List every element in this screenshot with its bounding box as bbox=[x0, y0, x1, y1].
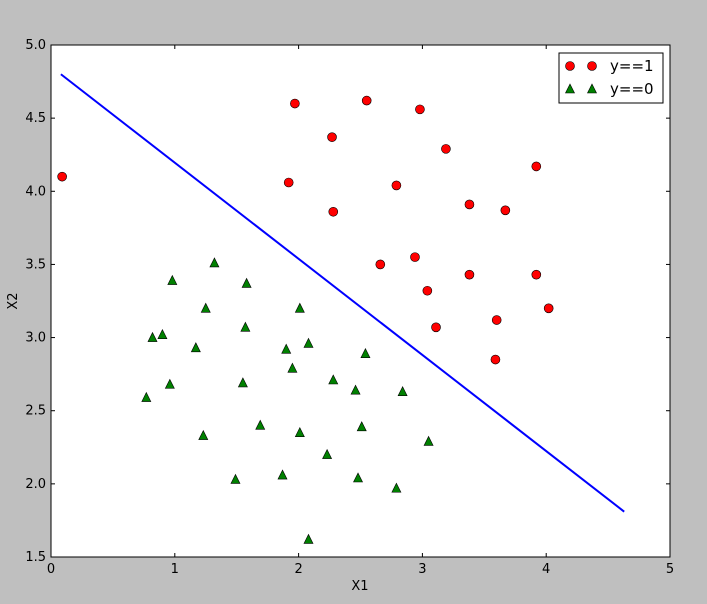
data-point-y0 bbox=[356, 421, 367, 432]
legend-marker bbox=[565, 83, 575, 94]
data-point-y1 bbox=[531, 269, 542, 280]
data-point-y0 bbox=[167, 274, 178, 285]
data-point-y0 bbox=[190, 342, 201, 353]
data-point-y0 bbox=[423, 435, 434, 446]
y-tick-label: 4.0 bbox=[25, 184, 46, 199]
data-point-y0 bbox=[281, 343, 292, 354]
data-point-y0 bbox=[141, 391, 152, 402]
data-point-y1 bbox=[328, 206, 339, 217]
y-tick-label: 3.0 bbox=[25, 331, 46, 346]
x-tick-label: 4 bbox=[542, 562, 550, 577]
data-point-y0 bbox=[322, 448, 333, 459]
data-point-y0 bbox=[391, 482, 402, 493]
x-tick-label: 1 bbox=[171, 562, 179, 577]
data-point-y1 bbox=[415, 104, 425, 115]
legend: y==1 y==0 bbox=[558, 52, 664, 104]
legend-box bbox=[558, 52, 664, 104]
legend-label: y==1 bbox=[610, 57, 654, 75]
data-point-y0 bbox=[157, 328, 168, 339]
data-point-y0 bbox=[209, 257, 220, 268]
data-point-y0 bbox=[303, 533, 314, 544]
data-point-y0 bbox=[230, 473, 241, 484]
data-point-y1 bbox=[491, 315, 502, 325]
data-point-y0 bbox=[303, 337, 314, 348]
data-point-y1 bbox=[327, 132, 337, 142]
data-point-y1 bbox=[500, 205, 511, 216]
data-point-y1 bbox=[422, 285, 433, 296]
data-point-y0 bbox=[198, 429, 209, 440]
data-point-y0 bbox=[237, 377, 248, 388]
x-tick-label: 2 bbox=[294, 562, 302, 577]
y-tick-label: 1.5 bbox=[25, 550, 46, 565]
data-point-y1 bbox=[431, 322, 441, 333]
data-point-y1 bbox=[531, 161, 542, 172]
data-point-y0 bbox=[350, 384, 361, 395]
data-point-y1 bbox=[441, 144, 451, 154]
y-axis-label: X2 bbox=[6, 292, 21, 309]
y-tick-label: 2.0 bbox=[25, 477, 46, 492]
x-tick-label: 0 bbox=[47, 562, 55, 577]
plot-area bbox=[50, 44, 671, 558]
data-point-y0 bbox=[147, 331, 158, 342]
data-point-y1 bbox=[283, 177, 294, 188]
x-axis-label: X1 bbox=[351, 579, 368, 594]
y-tick-label: 4.5 bbox=[25, 111, 46, 126]
legend-marker bbox=[587, 61, 597, 71]
x-tick-label: 5 bbox=[666, 562, 674, 577]
data-point-y0 bbox=[353, 472, 364, 483]
x-tick-label: 3 bbox=[418, 562, 426, 577]
data-point-y0 bbox=[241, 277, 252, 288]
data-point-y0 bbox=[294, 302, 305, 313]
decision-boundary-line bbox=[60, 73, 625, 513]
data-point-y0 bbox=[287, 362, 298, 373]
y-tick-label: 2.5 bbox=[25, 404, 46, 419]
data-point-y0 bbox=[255, 419, 266, 430]
y-tick-label: 3.5 bbox=[25, 257, 46, 272]
data-point-y0 bbox=[164, 378, 175, 389]
data-point-y0 bbox=[200, 302, 211, 313]
data-point-y1 bbox=[375, 259, 386, 270]
data-point-y0 bbox=[294, 426, 305, 437]
data-point-y1 bbox=[543, 303, 554, 314]
data-point-y0 bbox=[328, 374, 339, 385]
data-point-y1 bbox=[464, 199, 475, 210]
data-point-y1 bbox=[57, 171, 67, 182]
data-point-y0 bbox=[397, 386, 408, 396]
data-point-y0 bbox=[277, 469, 288, 480]
data-point-y0 bbox=[240, 321, 251, 332]
data-point-y1 bbox=[410, 252, 420, 262]
data-point-y0 bbox=[360, 347, 371, 358]
legend-marker bbox=[587, 83, 597, 94]
data-point-y1 bbox=[490, 354, 501, 365]
legend-label: y==0 bbox=[610, 80, 654, 98]
data-point-y1 bbox=[290, 98, 300, 109]
data-point-y1 bbox=[391, 180, 402, 191]
data-point-y1 bbox=[361, 95, 372, 106]
data-point-y1 bbox=[464, 269, 475, 280]
legend-marker bbox=[565, 61, 575, 71]
y-tick-label: 5.0 bbox=[25, 38, 46, 53]
